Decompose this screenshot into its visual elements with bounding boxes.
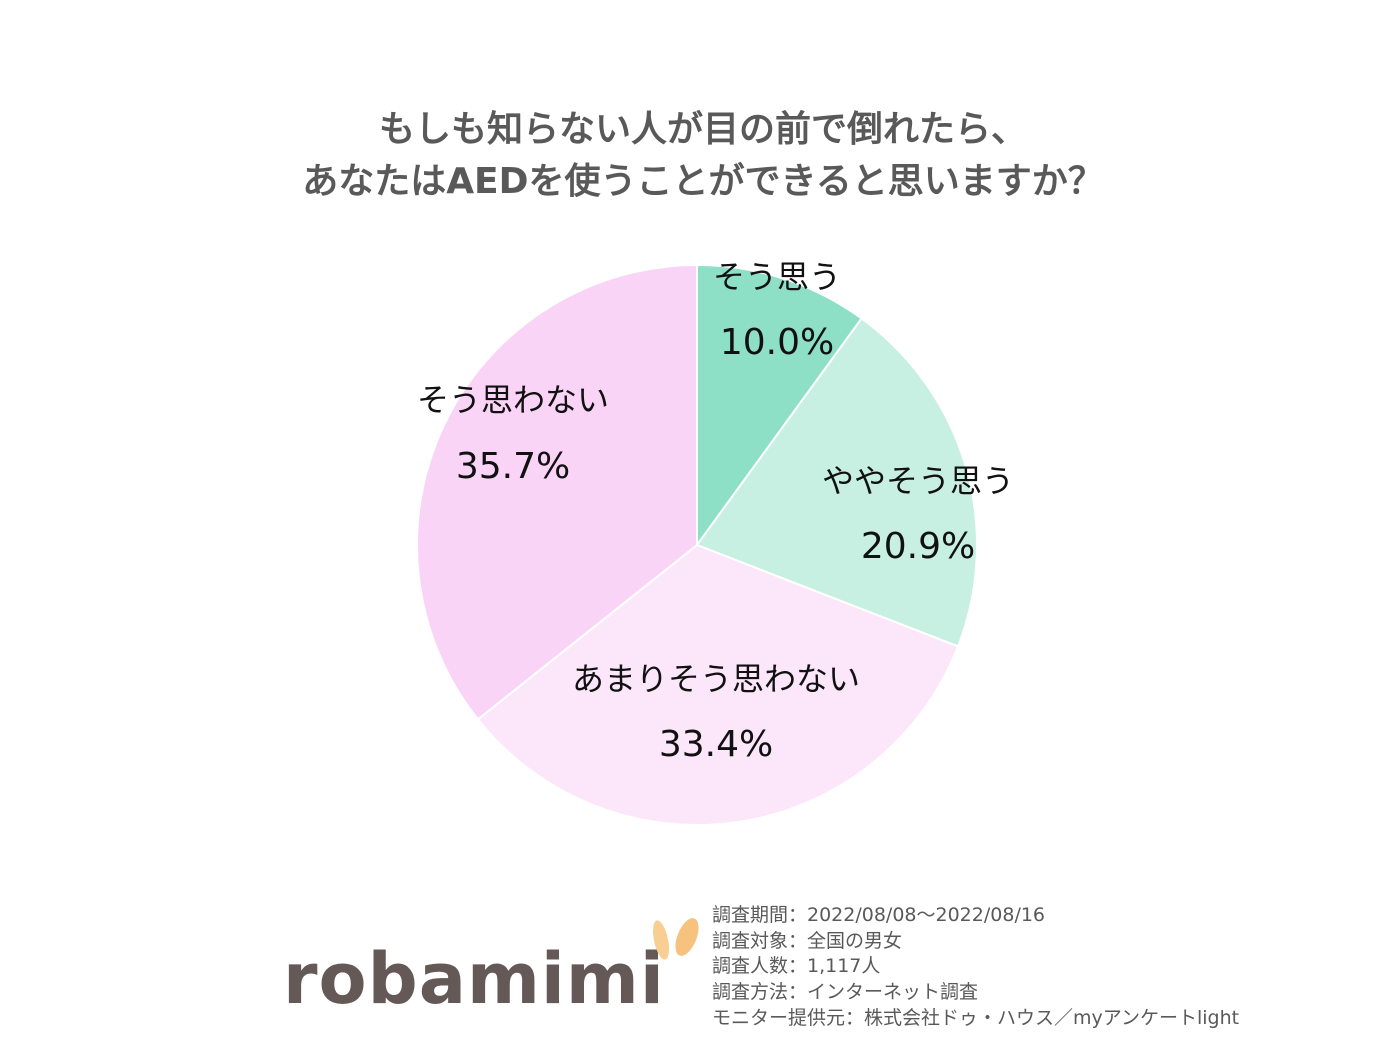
slice-value-disagree: 35.7% [456, 446, 570, 487]
slice-label-somewhat-disagree: あまりそう思わない [572, 660, 860, 698]
pie-slice-somewhat-disagree [476, 543, 960, 826]
pie-slices [416, 263, 978, 826]
donkey-ears-icon [652, 918, 699, 960]
survey-notes: 調査期間：2022/08/08～2022/08/16 調査対象：全国の男女 調査… [712, 903, 1372, 1032]
left-ear [652, 920, 670, 960]
chart-title-line-2: あなたはAEDを使うことができると思いますか？ [302, 161, 1104, 202]
robamimi-logo: robamimi [283, 938, 665, 1020]
slice-value-somewhat-disagree: 33.4% [659, 724, 773, 765]
slice-label-somewhat-agree: ややそう思う [822, 462, 1014, 500]
pie-labels: そう思う 10.0% ややそう思う 20.9% あまりそう思わない 33.4% そう思わない… [417, 258, 1014, 765]
survey-method: 調査方法：インターネット調査 [712, 981, 979, 1004]
slice-value-agree: 10.0% [720, 322, 834, 363]
survey-period: 調査期間：2022/08/08～2022/08/16 [712, 904, 1046, 926]
slice-value-somewhat-agree: 20.9% [861, 526, 975, 567]
chart-title: もしも知らない人が目の前で倒れたら、 あなたはAEDを使うことができると思います… [193, 104, 1213, 208]
right-ear [675, 918, 699, 956]
pie-slice-disagree [416, 263, 698, 721]
slice-label-disagree: そう思わない [417, 381, 609, 419]
pie-slice-somewhat-agree [695, 317, 978, 648]
slice-label-agree: そう思う [713, 258, 841, 296]
survey-respondents: 調査人数：1,117人 [712, 955, 881, 978]
survey-target: 調査対象：全国の男女 [712, 929, 903, 952]
chart-title-line-1: もしも知らない人が目の前で倒れたら、 [378, 109, 1027, 150]
survey-panel-provider: モニター提供元：株式会社ドゥ・ハウス／myアンケートlight [712, 1006, 1240, 1029]
pie-slice-agree [696, 263, 863, 549]
